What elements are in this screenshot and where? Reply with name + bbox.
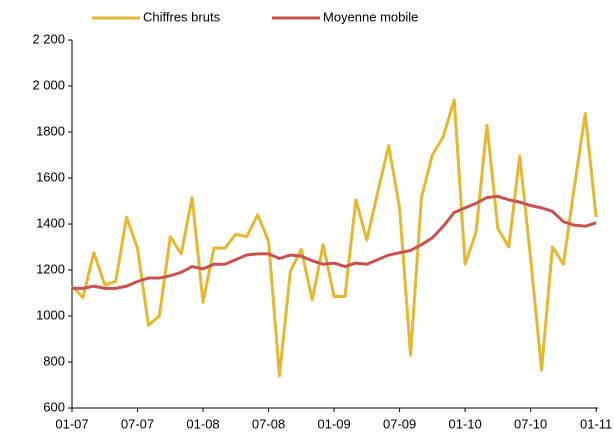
y-tick-label: 600 bbox=[43, 399, 65, 414]
x-tick-label: 07-10 bbox=[514, 416, 547, 431]
y-tick-label: 1600 bbox=[36, 169, 65, 184]
y-tick-label: 2 200 bbox=[32, 31, 65, 46]
x-tick-label: 01-11 bbox=[580, 416, 612, 431]
legend-label: Moyenne mobile bbox=[323, 9, 418, 24]
y-tick-label: 1200 bbox=[36, 261, 65, 276]
x-tick-label: 01-08 bbox=[186, 416, 219, 431]
y-tick-label: 800 bbox=[43, 353, 65, 368]
x-tick-label: 07-07 bbox=[121, 416, 154, 431]
x-tick-label: 01-09 bbox=[317, 416, 350, 431]
x-tick-label: 01-10 bbox=[448, 416, 481, 431]
legend-label: Chiffres bruts bbox=[143, 9, 221, 24]
y-tick-label: 1400 bbox=[36, 215, 65, 230]
x-tick-label: 07-08 bbox=[252, 416, 285, 431]
y-tick-label: 1800 bbox=[36, 123, 65, 138]
x-tick-label: 07-09 bbox=[383, 416, 416, 431]
y-tick-label: 1000 bbox=[36, 307, 65, 322]
y-tick-label: 2 000 bbox=[32, 77, 65, 92]
x-tick-label: 01-07 bbox=[55, 416, 88, 431]
data-line bbox=[70, 98, 598, 378]
data-line bbox=[72, 194, 597, 290]
